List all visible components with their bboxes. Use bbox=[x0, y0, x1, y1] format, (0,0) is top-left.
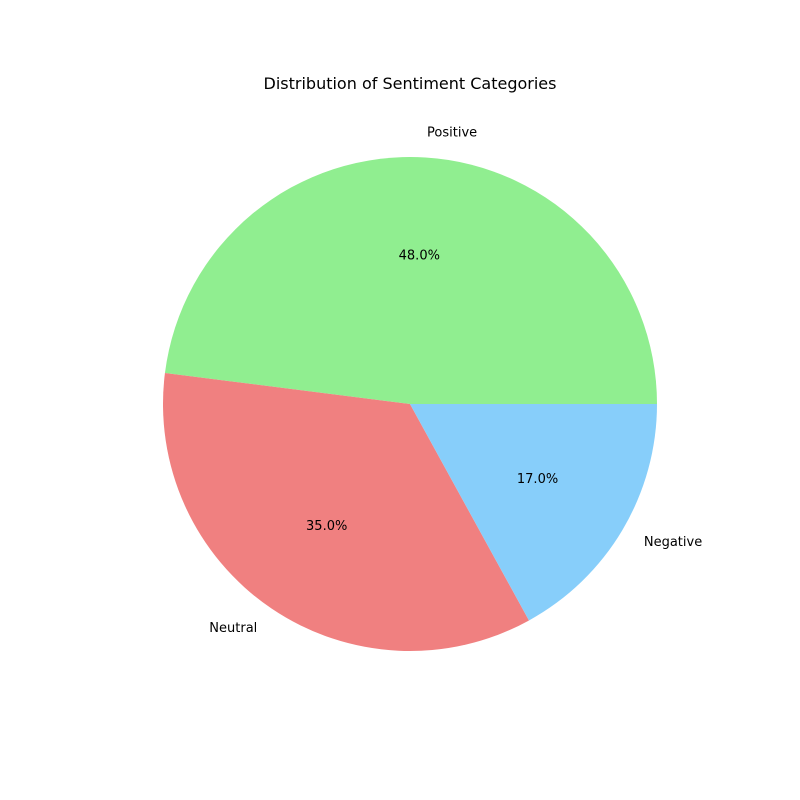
slice-percent-negative: 17.0% bbox=[517, 472, 558, 487]
pie-labels: Positive 48.0% Neutral 35.0% Negative 17.0% bbox=[209, 125, 702, 636]
chart-title: Distribution of Sentiment Categories bbox=[264, 74, 557, 93]
pie-slice-positive bbox=[164, 156, 657, 404]
slice-label-negative: Negative bbox=[644, 535, 702, 550]
slice-percent-positive: 48.0% bbox=[399, 249, 440, 264]
pie-slice-neutral bbox=[162, 373, 529, 651]
pie-slices bbox=[162, 156, 657, 651]
pie-slice-negative bbox=[410, 404, 657, 621]
slice-label-positive: Positive bbox=[427, 125, 477, 140]
slice-label-neutral: Neutral bbox=[209, 621, 257, 636]
slice-percent-neutral: 35.0% bbox=[306, 519, 347, 534]
